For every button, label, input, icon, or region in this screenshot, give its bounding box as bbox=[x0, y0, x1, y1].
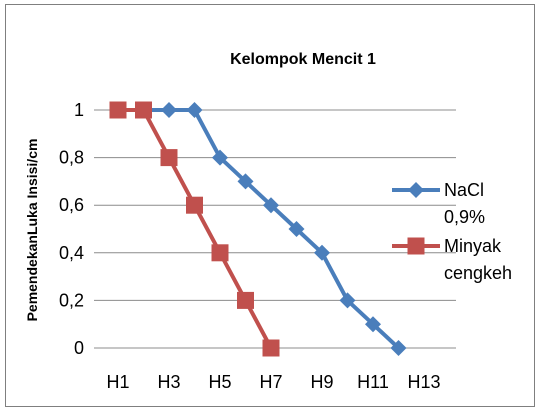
chart-title: Kelompok Mencit 1 bbox=[230, 51, 376, 68]
grid-lines bbox=[94, 109, 456, 349]
data-point-square bbox=[135, 101, 152, 119]
legend-marker-square bbox=[407, 237, 425, 255]
data-point-square bbox=[160, 149, 178, 167]
series-line bbox=[118, 108, 400, 350]
data-point-square bbox=[109, 101, 127, 119]
data-point-diamond bbox=[186, 102, 203, 118]
x-tick-label: H5 bbox=[208, 372, 231, 392]
legend-label: Minyak bbox=[444, 236, 502, 256]
data-point-square bbox=[237, 291, 254, 309]
x-tick-label: H3 bbox=[157, 372, 180, 392]
series-line bbox=[118, 108, 273, 349]
data-point-diamond bbox=[365, 316, 381, 333]
x-tick-label: H1 bbox=[106, 372, 129, 392]
y-tick-label: 0,2 bbox=[59, 290, 84, 310]
x-tick-label: H7 bbox=[259, 372, 282, 392]
legend-label: cengkeh bbox=[444, 263, 512, 283]
y-tick-label: 0,4 bbox=[59, 243, 84, 263]
data-point-square bbox=[186, 196, 203, 214]
data-point-square bbox=[262, 339, 280, 357]
y-tick-label: 0,8 bbox=[59, 148, 84, 168]
data-point-diamond bbox=[212, 149, 228, 166]
x-axis-ticks: H1 H3 H5 H7 H9 H11 H13 bbox=[106, 372, 440, 392]
y-axis-label: PemendekanLuka Insisi/cm bbox=[24, 139, 40, 322]
data-point-diamond bbox=[263, 197, 279, 214]
legend-label: NaCl bbox=[444, 180, 484, 200]
legend: NaCl 0,9% Minyak cengkeh bbox=[392, 180, 512, 283]
y-tick-label: 1 bbox=[74, 100, 84, 120]
data-point-diamond bbox=[161, 102, 177, 118]
data-point-diamond bbox=[314, 244, 330, 261]
y-axis-ticks: 0 0,2 0,4 0,6 0,8 1 bbox=[59, 100, 84, 358]
x-tick-label: H11 bbox=[357, 372, 389, 392]
y-tick-label: 0,6 bbox=[59, 195, 84, 215]
x-tick-label: H13 bbox=[407, 372, 440, 392]
data-point-diamond bbox=[237, 173, 254, 190]
x-tick-label: H9 bbox=[310, 372, 333, 392]
data-point-diamond bbox=[339, 292, 356, 309]
data-point-square bbox=[211, 244, 229, 262]
y-tick-label: 0 bbox=[74, 338, 84, 358]
series-group bbox=[109, 101, 407, 357]
data-point-diamond bbox=[288, 221, 305, 237]
legend-label: 0,9% bbox=[444, 207, 485, 227]
legend-marker-diamond bbox=[408, 182, 424, 198]
data-point-diamond bbox=[390, 340, 407, 356]
